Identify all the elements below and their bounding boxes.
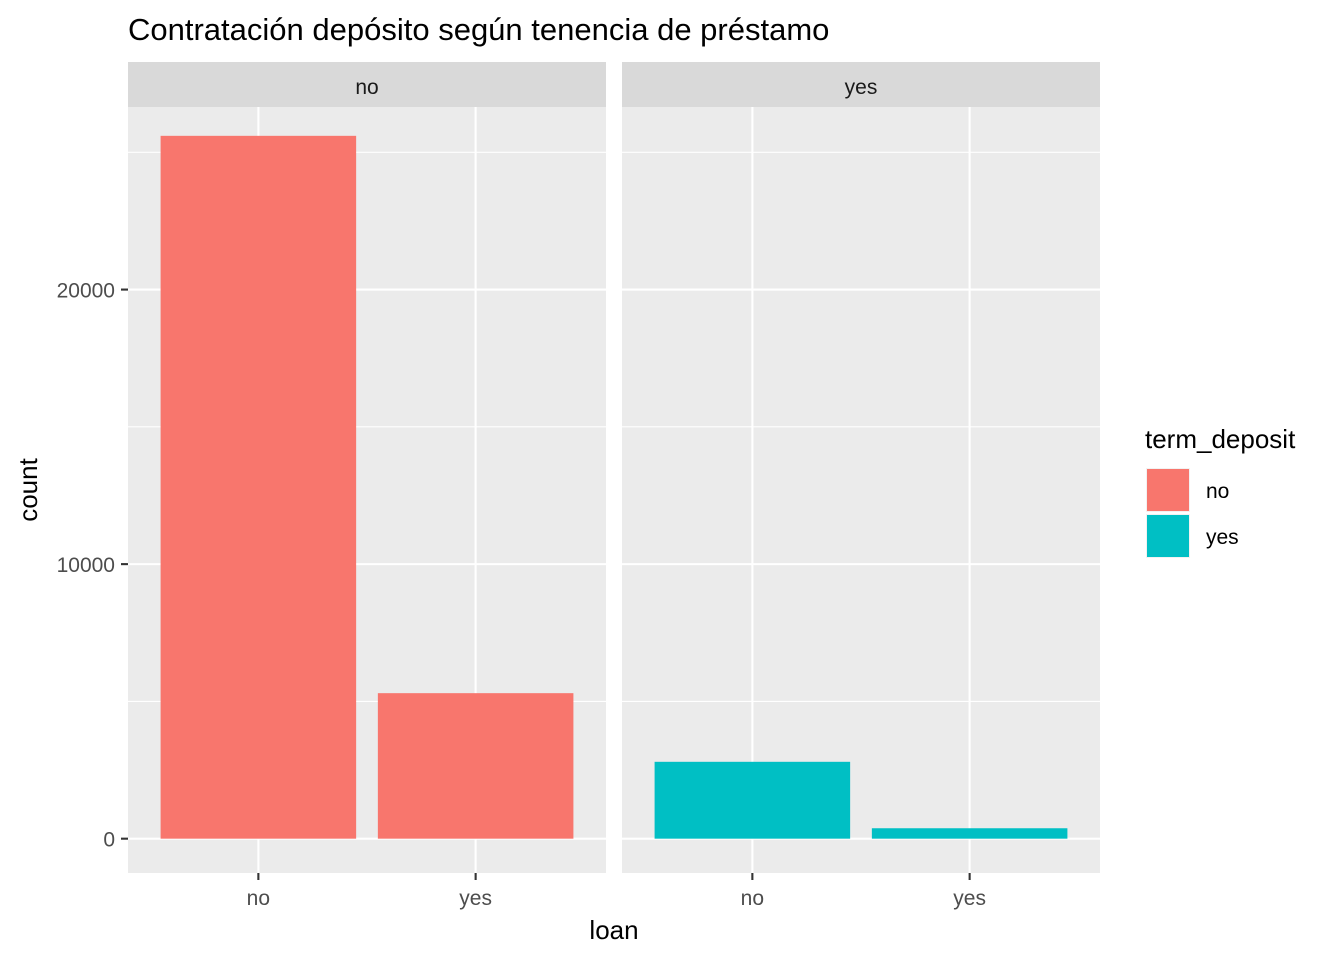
legend-item-no: no (1146, 468, 1229, 512)
x-tick-label: yes (953, 887, 986, 910)
bar-yes-no (654, 761, 851, 839)
y-axis: 0 10000 20000 (57, 280, 128, 852)
legend-swatch (1147, 515, 1189, 557)
facet-strip (622, 62, 1100, 107)
legend-label: yes (1206, 526, 1239, 549)
y-tick-label: 20000 (57, 280, 115, 303)
bar-no-yes (377, 693, 574, 839)
legend-title: term_deposit (1145, 424, 1296, 454)
y-tick-label: 10000 (57, 554, 115, 577)
facet-panel-no: no (128, 62, 606, 873)
facet-strip (128, 62, 606, 107)
y-axis-title: count (13, 457, 43, 521)
x-tick-label: yes (459, 887, 492, 910)
facet-strip-label: yes (845, 76, 878, 99)
x-tick-label: no (741, 887, 764, 910)
bar-yes-yes (871, 828, 1068, 839)
y-tick-label: 0 (103, 829, 115, 852)
chart-title: Contratación depósito según tenencia de … (128, 12, 829, 47)
legend-items: no yes (1146, 468, 1239, 558)
facet-panels: no yes (128, 62, 1100, 873)
legend: term_deposit no yes (1145, 424, 1296, 558)
facet-panel-yes: yes (622, 62, 1100, 873)
legend-label: no (1206, 480, 1229, 503)
x-axis-title: loan (589, 915, 638, 945)
legend-swatch (1147, 469, 1189, 511)
bar-no-no (160, 135, 357, 839)
panel-background (622, 107, 1100, 873)
x-tick-label: no (247, 887, 270, 910)
facet-strip-label: no (355, 76, 378, 99)
legend-item-yes: yes (1146, 514, 1239, 558)
x-axis: no yes no yes (247, 873, 986, 910)
